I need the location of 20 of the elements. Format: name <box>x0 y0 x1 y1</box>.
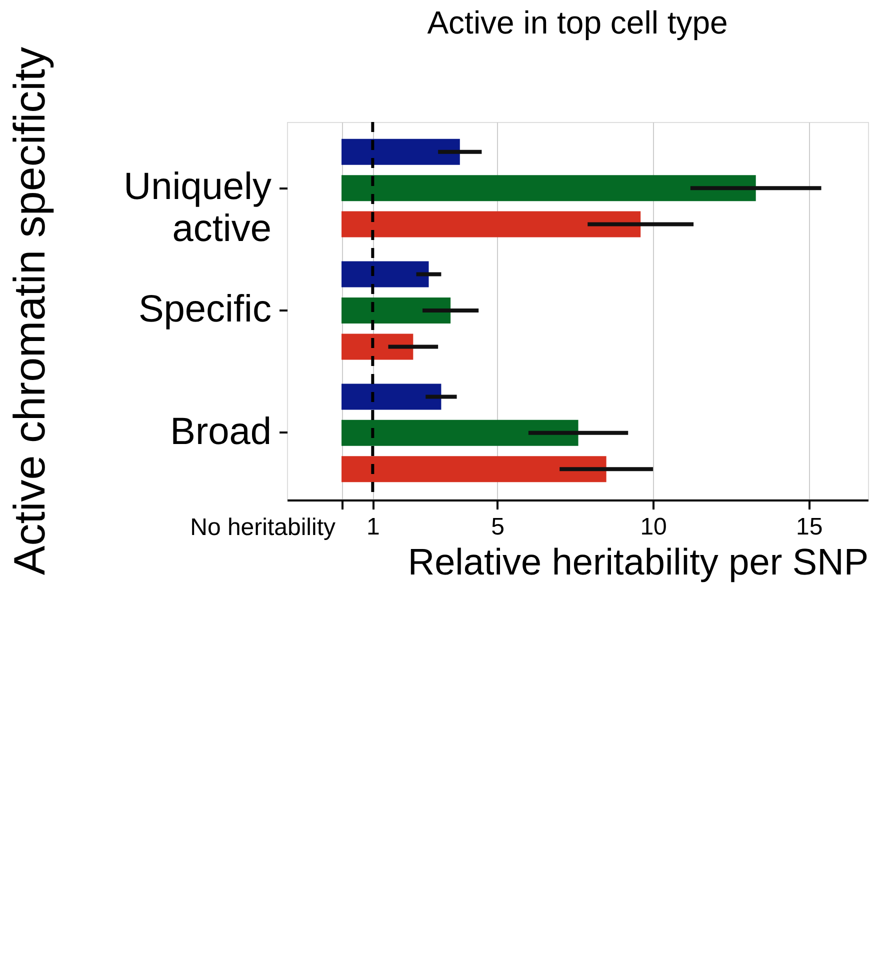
chart-title: Active in top cell type <box>427 4 728 40</box>
text: No heritability <box>190 514 336 541</box>
bar <box>342 175 756 202</box>
y-axis-title: Active chromatin specificity <box>6 46 55 576</box>
bar <box>342 420 578 446</box>
bar <box>342 456 606 482</box>
x-tick-label: 1 <box>366 514 380 540</box>
x-tick-label: 15 <box>796 514 823 540</box>
bar <box>342 211 641 238</box>
bar <box>342 334 414 360</box>
bar <box>342 384 442 410</box>
x-tick-label: 5 <box>491 514 504 540</box>
bar <box>342 138 460 165</box>
x-tick-label: 10 <box>640 514 667 540</box>
bar <box>342 298 451 324</box>
bar <box>342 261 429 288</box>
x-axis-title: Relative heritability per SNP <box>408 542 868 582</box>
y-tick-label: Specific <box>138 288 272 330</box>
y-tick-label: Uniquely active <box>124 166 272 250</box>
y-tick-label: Broad <box>170 410 272 453</box>
